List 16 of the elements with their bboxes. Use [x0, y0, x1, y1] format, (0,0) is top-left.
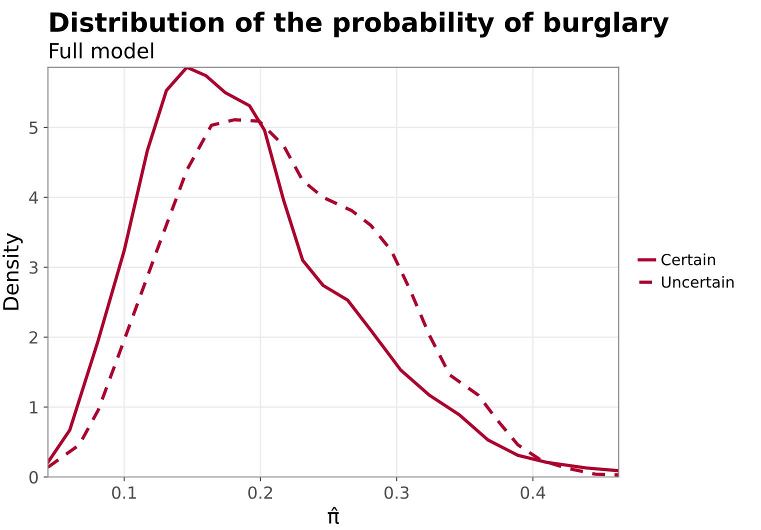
legend-label: Uncertain — [662, 276, 734, 288]
chart-subtitle: Full model — [50, 42, 154, 59]
y-tick-label: 0 — [29, 470, 38, 484]
y-tick-label: 2 — [30, 331, 38, 344]
y-tick-label: 1 — [30, 401, 38, 414]
y-axis-title: Density — [2, 233, 23, 310]
y-tick-label: 4 — [29, 192, 38, 204]
x-tick-label: 0.1 — [112, 486, 136, 499]
y-tick-label: 3 — [30, 261, 38, 274]
x-tick-label: 0.2 — [248, 486, 272, 499]
chart-title: Distribution of the probability of burglary — [50, 12, 669, 38]
y-tick-label: 5 — [30, 122, 38, 134]
x-axis-title: π̂ — [328, 506, 340, 524]
legend-label: Certain — [662, 254, 715, 266]
x-tick-label: 0.3 — [384, 486, 409, 499]
x-tick-label: 0.4 — [520, 486, 546, 499]
